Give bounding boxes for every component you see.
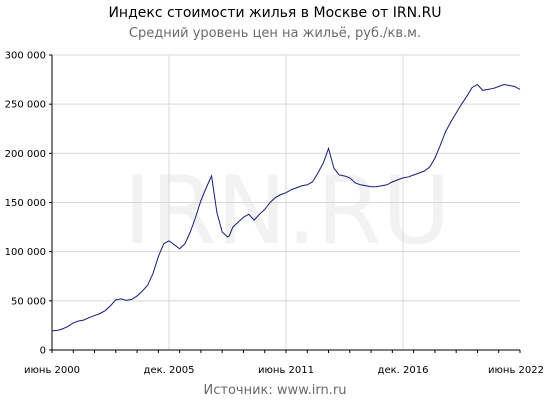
chart-title: Индекс стоимости жилья в Москве от IRN.R… [108,5,442,21]
y-tick-label: 100 000 [5,247,46,258]
y-tick-label: 200 000 [5,149,46,160]
x-tick-label: дек. 2005 [144,365,195,376]
y-tick-label: 300 000 [5,51,46,62]
x-tick-label: июнь 2011 [258,365,314,376]
x-tick-label: дек. 2016 [378,365,429,376]
y-tick-label: 0 [40,346,46,357]
watermark: IRN.RU [123,157,450,266]
x-tick-label: июнь 2000 [24,365,80,376]
axis-layer [49,54,521,353]
series-line [51,83,521,332]
tick-labels: 0 50 000 100 000 150 000 200 000 250 000 300 0… [5,51,544,377]
source-note: Источник: www.irn.ru [203,383,347,398]
x-tick-label: июнь 2022 [488,365,544,376]
grid-layer [52,54,520,350]
y-tick-label: 150 000 [5,198,46,209]
chart-subtitle: Средний уровень цен на жильё, руб./кв.м. [128,26,422,41]
y-tick-label: 50 000 [11,296,46,307]
y-tick-label: 250 000 [5,100,46,111]
